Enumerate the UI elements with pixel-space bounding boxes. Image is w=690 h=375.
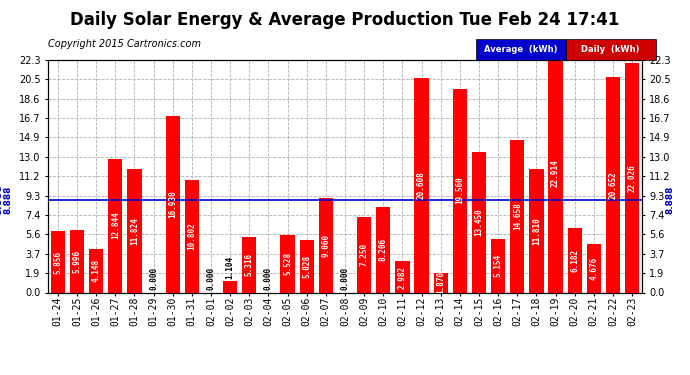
Text: 1.104: 1.104: [226, 256, 235, 279]
Text: Daily Solar Energy & Average Production Tue Feb 24 17:41: Daily Solar Energy & Average Production …: [70, 11, 620, 29]
Text: 16.930: 16.930: [168, 190, 177, 218]
Text: 9.060: 9.060: [322, 234, 331, 257]
Bar: [357, 217, 371, 292]
Bar: [491, 239, 505, 292]
Bar: [586, 244, 601, 292]
Text: 20.608: 20.608: [417, 171, 426, 199]
Text: 5.028: 5.028: [302, 255, 311, 278]
Text: 14.658: 14.658: [513, 202, 522, 230]
Text: 13.450: 13.450: [475, 209, 484, 236]
Bar: [549, 54, 563, 292]
Bar: [127, 169, 141, 292]
Text: 8.888: 8.888: [0, 184, 4, 216]
Text: 10.802: 10.802: [188, 222, 197, 250]
Text: 8.888: 8.888: [666, 186, 675, 214]
Bar: [319, 198, 333, 292]
Bar: [395, 261, 410, 292]
Text: 22.914: 22.914: [551, 159, 560, 187]
Bar: [529, 170, 544, 292]
Text: 19.560: 19.560: [455, 177, 464, 204]
Text: 11.810: 11.810: [532, 217, 541, 245]
Text: 7.250: 7.250: [359, 243, 368, 266]
Text: 12.844: 12.844: [111, 211, 120, 239]
Text: 5.154: 5.154: [493, 254, 502, 277]
Bar: [89, 249, 104, 292]
Bar: [606, 77, 620, 292]
Text: 5.316: 5.316: [245, 253, 254, 276]
Bar: [472, 152, 486, 292]
Text: 6.182: 6.182: [570, 249, 579, 272]
Text: 2.982: 2.982: [398, 266, 407, 288]
Text: 0.000: 0.000: [149, 267, 158, 290]
Bar: [70, 230, 84, 292]
Bar: [280, 235, 295, 292]
Text: Average  (kWh): Average (kWh): [484, 45, 558, 54]
Bar: [567, 228, 582, 292]
Bar: [625, 63, 640, 292]
Text: 1.870: 1.870: [436, 271, 445, 294]
Text: 8.206: 8.206: [379, 238, 388, 261]
Text: 5.856: 5.856: [53, 251, 62, 273]
Bar: [376, 207, 391, 292]
Bar: [415, 78, 428, 292]
Text: Daily  (kWh): Daily (kWh): [582, 45, 640, 54]
Bar: [510, 140, 524, 292]
Text: Copyright 2015 Cartronics.com: Copyright 2015 Cartronics.com: [48, 39, 201, 50]
Text: 5.996: 5.996: [72, 250, 81, 273]
Text: 8.888: 8.888: [3, 186, 12, 214]
Bar: [185, 180, 199, 292]
Text: 22.026: 22.026: [628, 164, 637, 192]
Bar: [166, 116, 180, 292]
Text: 0.000: 0.000: [264, 267, 273, 290]
Bar: [108, 159, 123, 292]
Text: 0.000: 0.000: [206, 267, 215, 290]
Text: 0.000: 0.000: [340, 267, 350, 290]
Bar: [223, 281, 237, 292]
Bar: [50, 231, 65, 292]
Text: 11.824: 11.824: [130, 217, 139, 245]
Text: 4.148: 4.148: [92, 260, 101, 282]
Bar: [433, 273, 448, 292]
Text: 5.528: 5.528: [283, 252, 292, 275]
Bar: [299, 240, 314, 292]
Bar: [242, 237, 257, 292]
Text: 20.652: 20.652: [609, 171, 618, 199]
Text: 4.676: 4.676: [589, 256, 598, 280]
Bar: [453, 88, 467, 292]
